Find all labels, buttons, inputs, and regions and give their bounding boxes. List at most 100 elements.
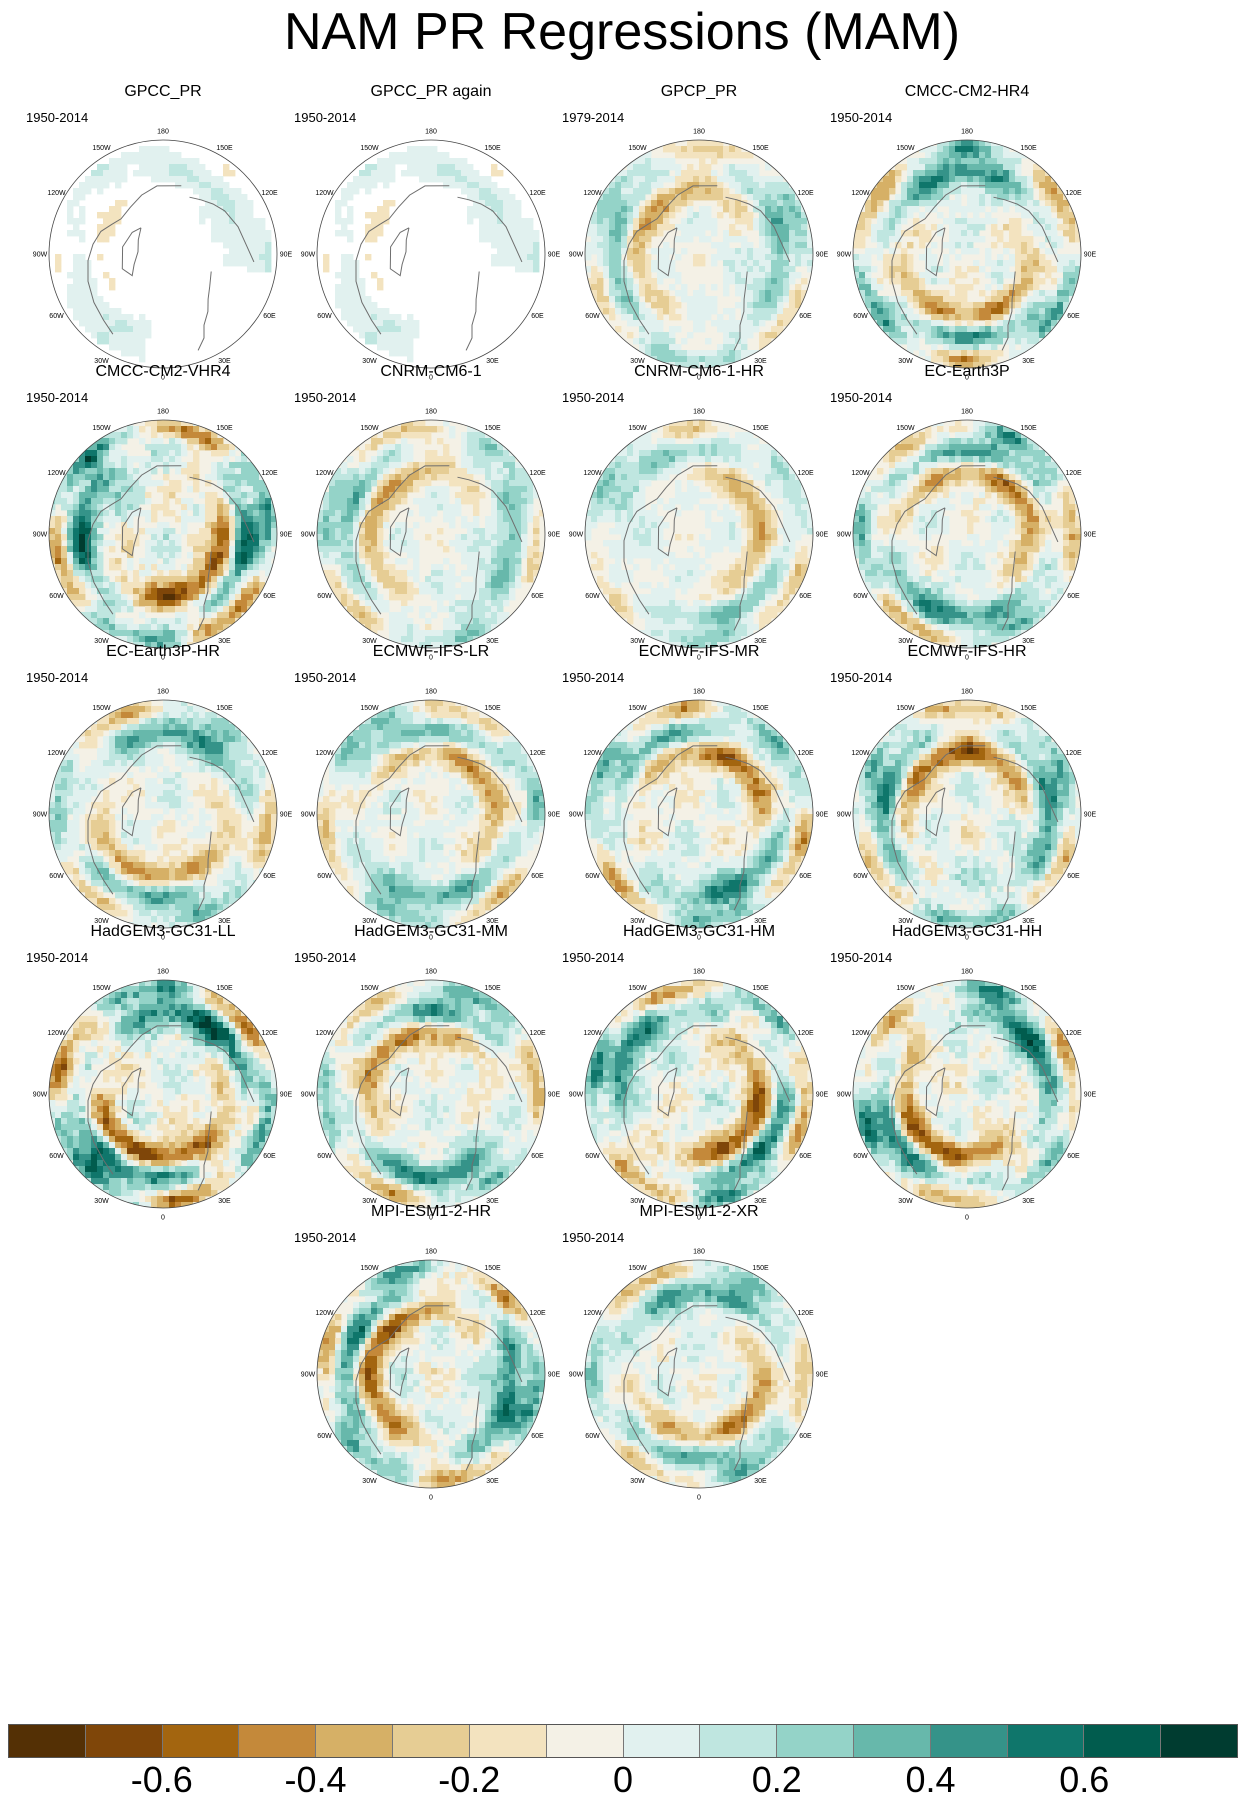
longitude-label: 60W <box>317 873 332 880</box>
longitude-label: 150E <box>484 145 501 152</box>
longitude-label: 180 <box>693 689 705 696</box>
longitude-label: 150E <box>752 1265 769 1272</box>
coastline <box>355 745 450 895</box>
longitude-label: 120W <box>47 190 66 197</box>
longitude-label: 90W <box>569 1372 584 1379</box>
coastline <box>197 271 212 351</box>
map-panel: GPCC_PR again 1950-2014 180 150E 120E 90E 60E 3… <box>276 82 586 402</box>
map-boundary <box>852 419 1082 649</box>
coastline <box>465 271 480 351</box>
polar-map: 180 150E 120E 90E 60E 30E 0 30W 60W 90W 120W 150W <box>301 129 561 382</box>
polar-map: 180 150E 120E 90E 60E 30E 0 30W 60W 90W 120W 150W <box>301 1249 561 1502</box>
longitude-label: 120E <box>261 190 278 197</box>
coastline <box>457 1316 523 1383</box>
longitude-label: 30W <box>898 638 913 645</box>
longitude-label: 150E <box>484 425 501 432</box>
longitude-label: 30E <box>486 638 499 645</box>
longitude-label: 90W <box>837 252 852 259</box>
coastline <box>725 196 791 263</box>
regression-field <box>585 420 813 648</box>
coastline <box>1001 551 1016 631</box>
longitude-label: 30W <box>898 1198 913 1205</box>
longitude-label: 90E <box>280 532 293 539</box>
longitude-label: 60E <box>799 593 812 600</box>
panel-title: HadGEM3-GC31-LL <box>90 923 236 940</box>
longitude-label: 60E <box>799 1153 812 1160</box>
longitude-label: 60E <box>799 873 812 880</box>
colorbar-swatch <box>700 1725 778 1757</box>
longitude-label: 90E <box>816 532 829 539</box>
longitude-label: 0 <box>429 1215 433 1222</box>
regression-field <box>49 700 277 928</box>
colorbar-swatch <box>546 1725 624 1757</box>
regression-field <box>585 980 813 1208</box>
coastline <box>121 1067 142 1117</box>
coastline <box>189 756 255 823</box>
coastline <box>189 1036 255 1103</box>
map-panel: GPCC_PR 1950-2014 180 150E 120E 90E 60E 30E 0 30W… <box>8 82 318 402</box>
longitude-label: 150E <box>752 985 769 992</box>
panel-years: 1950-2014 <box>26 670 89 685</box>
colorbar-swatch <box>316 1725 394 1757</box>
longitude-label: 90W <box>33 1092 48 1099</box>
longitude-label: 0 <box>965 1215 969 1222</box>
longitude-label: 150W <box>628 985 647 992</box>
longitude-label: 60E <box>799 313 812 320</box>
map-panel: CMCC-CM2-VHR4 1950-2014 180 150E 120E 90E 60E 3… <box>8 362 318 682</box>
longitude-label: 150E <box>216 705 233 712</box>
longitude-label: 90E <box>1084 812 1097 819</box>
map-panel: MPI-ESM1-2-XR 1950-2014 180 150E 120E 90E 60E 3… <box>544 1202 854 1522</box>
map-panel: CNRM-CM6-1 1950-2014 180 150E 120E 90E 60E 30E 0… <box>276 362 586 682</box>
longitude-label: 60E <box>531 593 544 600</box>
longitude-label: 30W <box>898 918 913 925</box>
colorbar-swatch <box>1084 1725 1162 1757</box>
map-boundary <box>316 139 546 369</box>
longitude-label: 120W <box>315 1310 334 1317</box>
regression-field <box>49 980 277 1208</box>
longitude-label: 0 <box>161 655 165 662</box>
colorbar-swatch <box>239 1725 317 1757</box>
panel-years: 1950-2014 <box>294 950 357 965</box>
longitude-label: 30E <box>1022 918 1035 925</box>
colorbar-labels: -0.6 -0.4 -0.2 0 0.2 0.4 0.6 <box>8 1760 1238 1800</box>
coastline <box>87 465 182 615</box>
coastline <box>121 507 142 557</box>
longitude-label: 60E <box>263 873 276 880</box>
panel-title: GPCC_PR <box>124 83 202 100</box>
coastline <box>465 1111 480 1191</box>
longitude-label: 60E <box>1067 313 1080 320</box>
longitude-label: 60W <box>853 873 868 880</box>
longitude-label: 150W <box>628 145 647 152</box>
panel-years: 1950-2014 <box>562 1230 625 1245</box>
longitude-label: 180 <box>157 129 169 136</box>
map-panel: HadGEM3-GC31-HM 1950-2014 180 150E 120E 90E 60… <box>544 922 854 1242</box>
longitude-label: 30W <box>630 1198 645 1205</box>
longitude-label: 0 <box>697 1215 701 1222</box>
longitude-label: 90W <box>569 532 584 539</box>
longitude-label: 30E <box>754 358 767 365</box>
coastline <box>623 185 718 335</box>
colorbar-label: 0 <box>612 1759 634 1800</box>
longitude-label: 150W <box>360 425 379 432</box>
map-panel: EC-Earth3P-HR 1950-2014 180 150E 120E 90E 60E 3… <box>8 642 318 962</box>
longitude-label: 180 <box>961 129 973 136</box>
map-boundary <box>584 1259 814 1489</box>
longitude-label: 120W <box>851 1030 870 1037</box>
longitude-label: 150E <box>216 985 233 992</box>
map-boundary <box>48 979 278 1209</box>
coastline <box>623 745 718 895</box>
colorbar-swatch <box>393 1725 470 1757</box>
coastline <box>389 1347 410 1397</box>
longitude-label: 0 <box>697 375 701 382</box>
panel-title: CNRM-CM6-1-HR <box>634 363 764 380</box>
longitude-label: 180 <box>693 1249 705 1256</box>
longitude-label: 60W <box>317 593 332 600</box>
longitude-label: 120W <box>47 470 66 477</box>
longitude-label: 180 <box>693 409 705 416</box>
longitude-label: 150W <box>92 985 111 992</box>
longitude-label: 60W <box>585 873 600 880</box>
longitude-label: 180 <box>425 689 437 696</box>
longitude-label: 90E <box>816 1092 829 1099</box>
coastline <box>725 476 791 543</box>
coastline <box>657 787 678 837</box>
